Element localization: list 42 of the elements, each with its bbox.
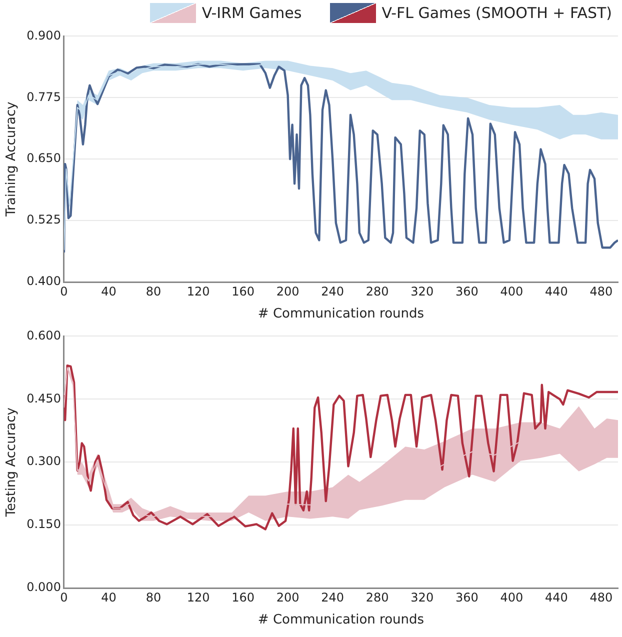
x-tick-label: 240 [321, 284, 344, 298]
y-tick-label: 0.000 [26, 580, 61, 594]
legend-label: V-FL Games (SMOOTH + FAST) [382, 4, 612, 22]
x-axis-title: # Communication rounds [258, 612, 424, 628]
x-tick-label: 400 [500, 590, 524, 604]
x-tick-label: 240 [321, 590, 344, 604]
x-tick-label: 120 [186, 284, 210, 298]
x-tick-label: 200 [276, 284, 300, 298]
x-tick-label: 480 [590, 590, 613, 604]
y-tick-label: 0.525 [26, 212, 61, 227]
x-tick-label: 80 [146, 590, 162, 604]
x-tick-label: 0 [60, 590, 68, 604]
x-tick-label: 40 [101, 284, 116, 298]
x-tick-label: 200 [276, 590, 300, 604]
y-tick-label: 0.150 [26, 517, 61, 532]
x-tick-label: 440 [544, 284, 568, 298]
x-tick-label: 360 [455, 284, 478, 298]
x-tick-label: 280 [366, 284, 389, 298]
x-tick-label: 320 [410, 590, 434, 604]
x-tick-label: 40 [101, 590, 116, 604]
x-tick-label: 0 [60, 284, 68, 298]
y-tick-label: 0.650 [26, 151, 61, 166]
x-tick-label: 160 [232, 284, 254, 298]
y-tick-label: 0.400 [26, 274, 61, 288]
y-tick-label: 0.300 [26, 454, 61, 468]
x-tick-label: 480 [590, 284, 613, 298]
y-tick-label: 0.450 [26, 391, 61, 406]
x-tick-label: 400 [500, 284, 524, 298]
x-tick-label: 160 [232, 590, 254, 604]
x-tick-label: 440 [544, 590, 568, 604]
legend-label: V-IRM Games [202, 4, 302, 22]
x-tick-label: 280 [366, 590, 389, 604]
x-axis-title: # Communication rounds [258, 306, 424, 322]
y-tick-label: 0.600 [26, 328, 61, 342]
x-tick-label: 360 [455, 590, 478, 604]
y-tick-label: 0.775 [26, 90, 61, 104]
x-tick-label: 120 [186, 590, 210, 604]
y-tick-label: 0.900 [26, 28, 61, 42]
x-tick-label: 320 [410, 284, 434, 298]
x-tick-label: 80 [146, 284, 162, 298]
y-axis-title: Testing Accuracy [4, 407, 20, 518]
y-axis-title: Training Accuracy [4, 101, 20, 218]
